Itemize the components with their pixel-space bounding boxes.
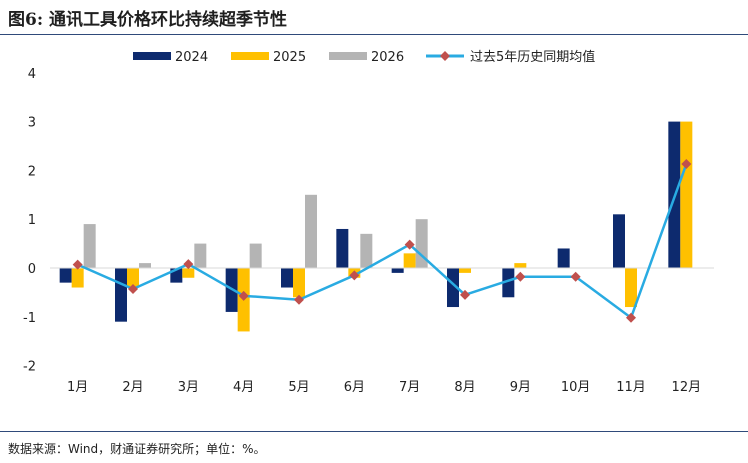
x-tick-label: 1月	[67, 380, 88, 395]
legend-label: 2024	[175, 50, 208, 65]
bar-2024-11月	[613, 214, 625, 268]
bar-2025-11月	[625, 268, 637, 308]
bar-2025-3月	[182, 268, 195, 278]
bars	[59, 121, 693, 332]
legend-marker	[440, 51, 450, 61]
average-line	[72, 159, 692, 323]
y-tick-label: -1	[23, 311, 36, 326]
x-tick-label: 8月	[454, 380, 475, 395]
bar-2026-5月	[305, 194, 317, 268]
bar-2026-4月	[249, 243, 262, 268]
y-tick-label: 0	[28, 262, 36, 277]
average-marker-5月	[294, 294, 304, 305]
average-marker-7月	[404, 239, 415, 250]
bar-2025-12月	[680, 121, 693, 268]
legend-swatch-2024	[133, 52, 171, 60]
footer-rule	[0, 431, 748, 432]
average-marker-4月	[238, 290, 249, 301]
average-marker-3月	[183, 259, 194, 270]
chart: 2024 2025 2026 过去5年历史同期均值 -2 -1 0 1 2 3 4 1月 2月 3月 4…	[23, 49, 714, 395]
x-tick-label: 9月	[510, 380, 531, 395]
bar-2026-3月	[194, 243, 207, 268]
bar-2025-5月	[293, 268, 305, 298]
x-tick-label: 11月	[616, 380, 646, 395]
bar-2024-6月	[336, 228, 349, 268]
y-axis: -2 -1 0 1 2 3 4	[23, 67, 36, 375]
bar-2025-1月	[71, 268, 84, 288]
average-marker-1月	[72, 259, 83, 270]
x-tick-label: 2月	[122, 380, 143, 395]
bar-2026-2月	[139, 263, 151, 268]
x-tick-label: 7月	[399, 380, 420, 395]
x-tick-label: 6月	[344, 380, 365, 395]
bar-2024-1月	[59, 268, 72, 283]
average-marker-8月	[460, 289, 470, 300]
bar-2024-2月	[115, 268, 127, 322]
legend-label: 过去5年历史同期均值	[470, 49, 595, 65]
bar-2024-9月	[502, 268, 515, 298]
bar-2025-7月	[403, 253, 416, 268]
y-tick-label: 1	[28, 213, 36, 228]
x-tick-label: 5月	[288, 380, 309, 395]
average-marker-2月	[128, 283, 138, 294]
legend: 2024 2025 2026 过去5年历史同期均值	[133, 49, 595, 65]
average-line-path	[77, 163, 688, 320]
bar-2025-2月	[127, 268, 139, 288]
legend-label: 2026	[371, 50, 404, 65]
y-tick-label: 3	[28, 116, 36, 131]
bar-2025-8月	[459, 268, 471, 273]
y-tick-label: 4	[28, 67, 36, 82]
average-marker-9月	[515, 271, 526, 282]
bar-2025-9月	[514, 263, 527, 268]
legend-label: 2025	[273, 50, 306, 65]
y-tick-label: 2	[28, 164, 36, 179]
y-tick-label: -2	[23, 360, 36, 375]
bar-2026-1月	[83, 224, 96, 268]
x-tick-label: 3月	[178, 380, 199, 395]
bar-2024-5月	[281, 268, 293, 288]
average-marker-6月	[349, 270, 360, 281]
title-rule	[0, 34, 748, 35]
x-tick-label: 10月	[561, 380, 591, 395]
average-marker-12月	[681, 159, 692, 170]
legend-swatch-2026	[329, 52, 367, 60]
x-axis: 1月 2月 3月 4月 5月 6月 7月 8月 9月 10月 11月 12月	[50, 267, 714, 395]
bar-2024-10月	[557, 248, 570, 268]
x-tick-label: 12月	[672, 380, 702, 395]
bar-2024-7月	[391, 268, 404, 273]
average-marker-10月	[570, 271, 581, 282]
bar-2026-7月	[415, 219, 428, 268]
bar-2026-6月	[360, 233, 373, 268]
legend-swatch-2025	[231, 52, 269, 60]
average-marker-11月	[626, 312, 636, 323]
x-tick-label: 4月	[233, 380, 254, 395]
chart-title: 图6: 通讯工具价格环比持续超季节性	[8, 10, 288, 30]
bar-2024-8月	[447, 268, 459, 308]
source-note: 数据来源：Wind，财通证券研究所；单位：%。	[8, 442, 266, 456]
